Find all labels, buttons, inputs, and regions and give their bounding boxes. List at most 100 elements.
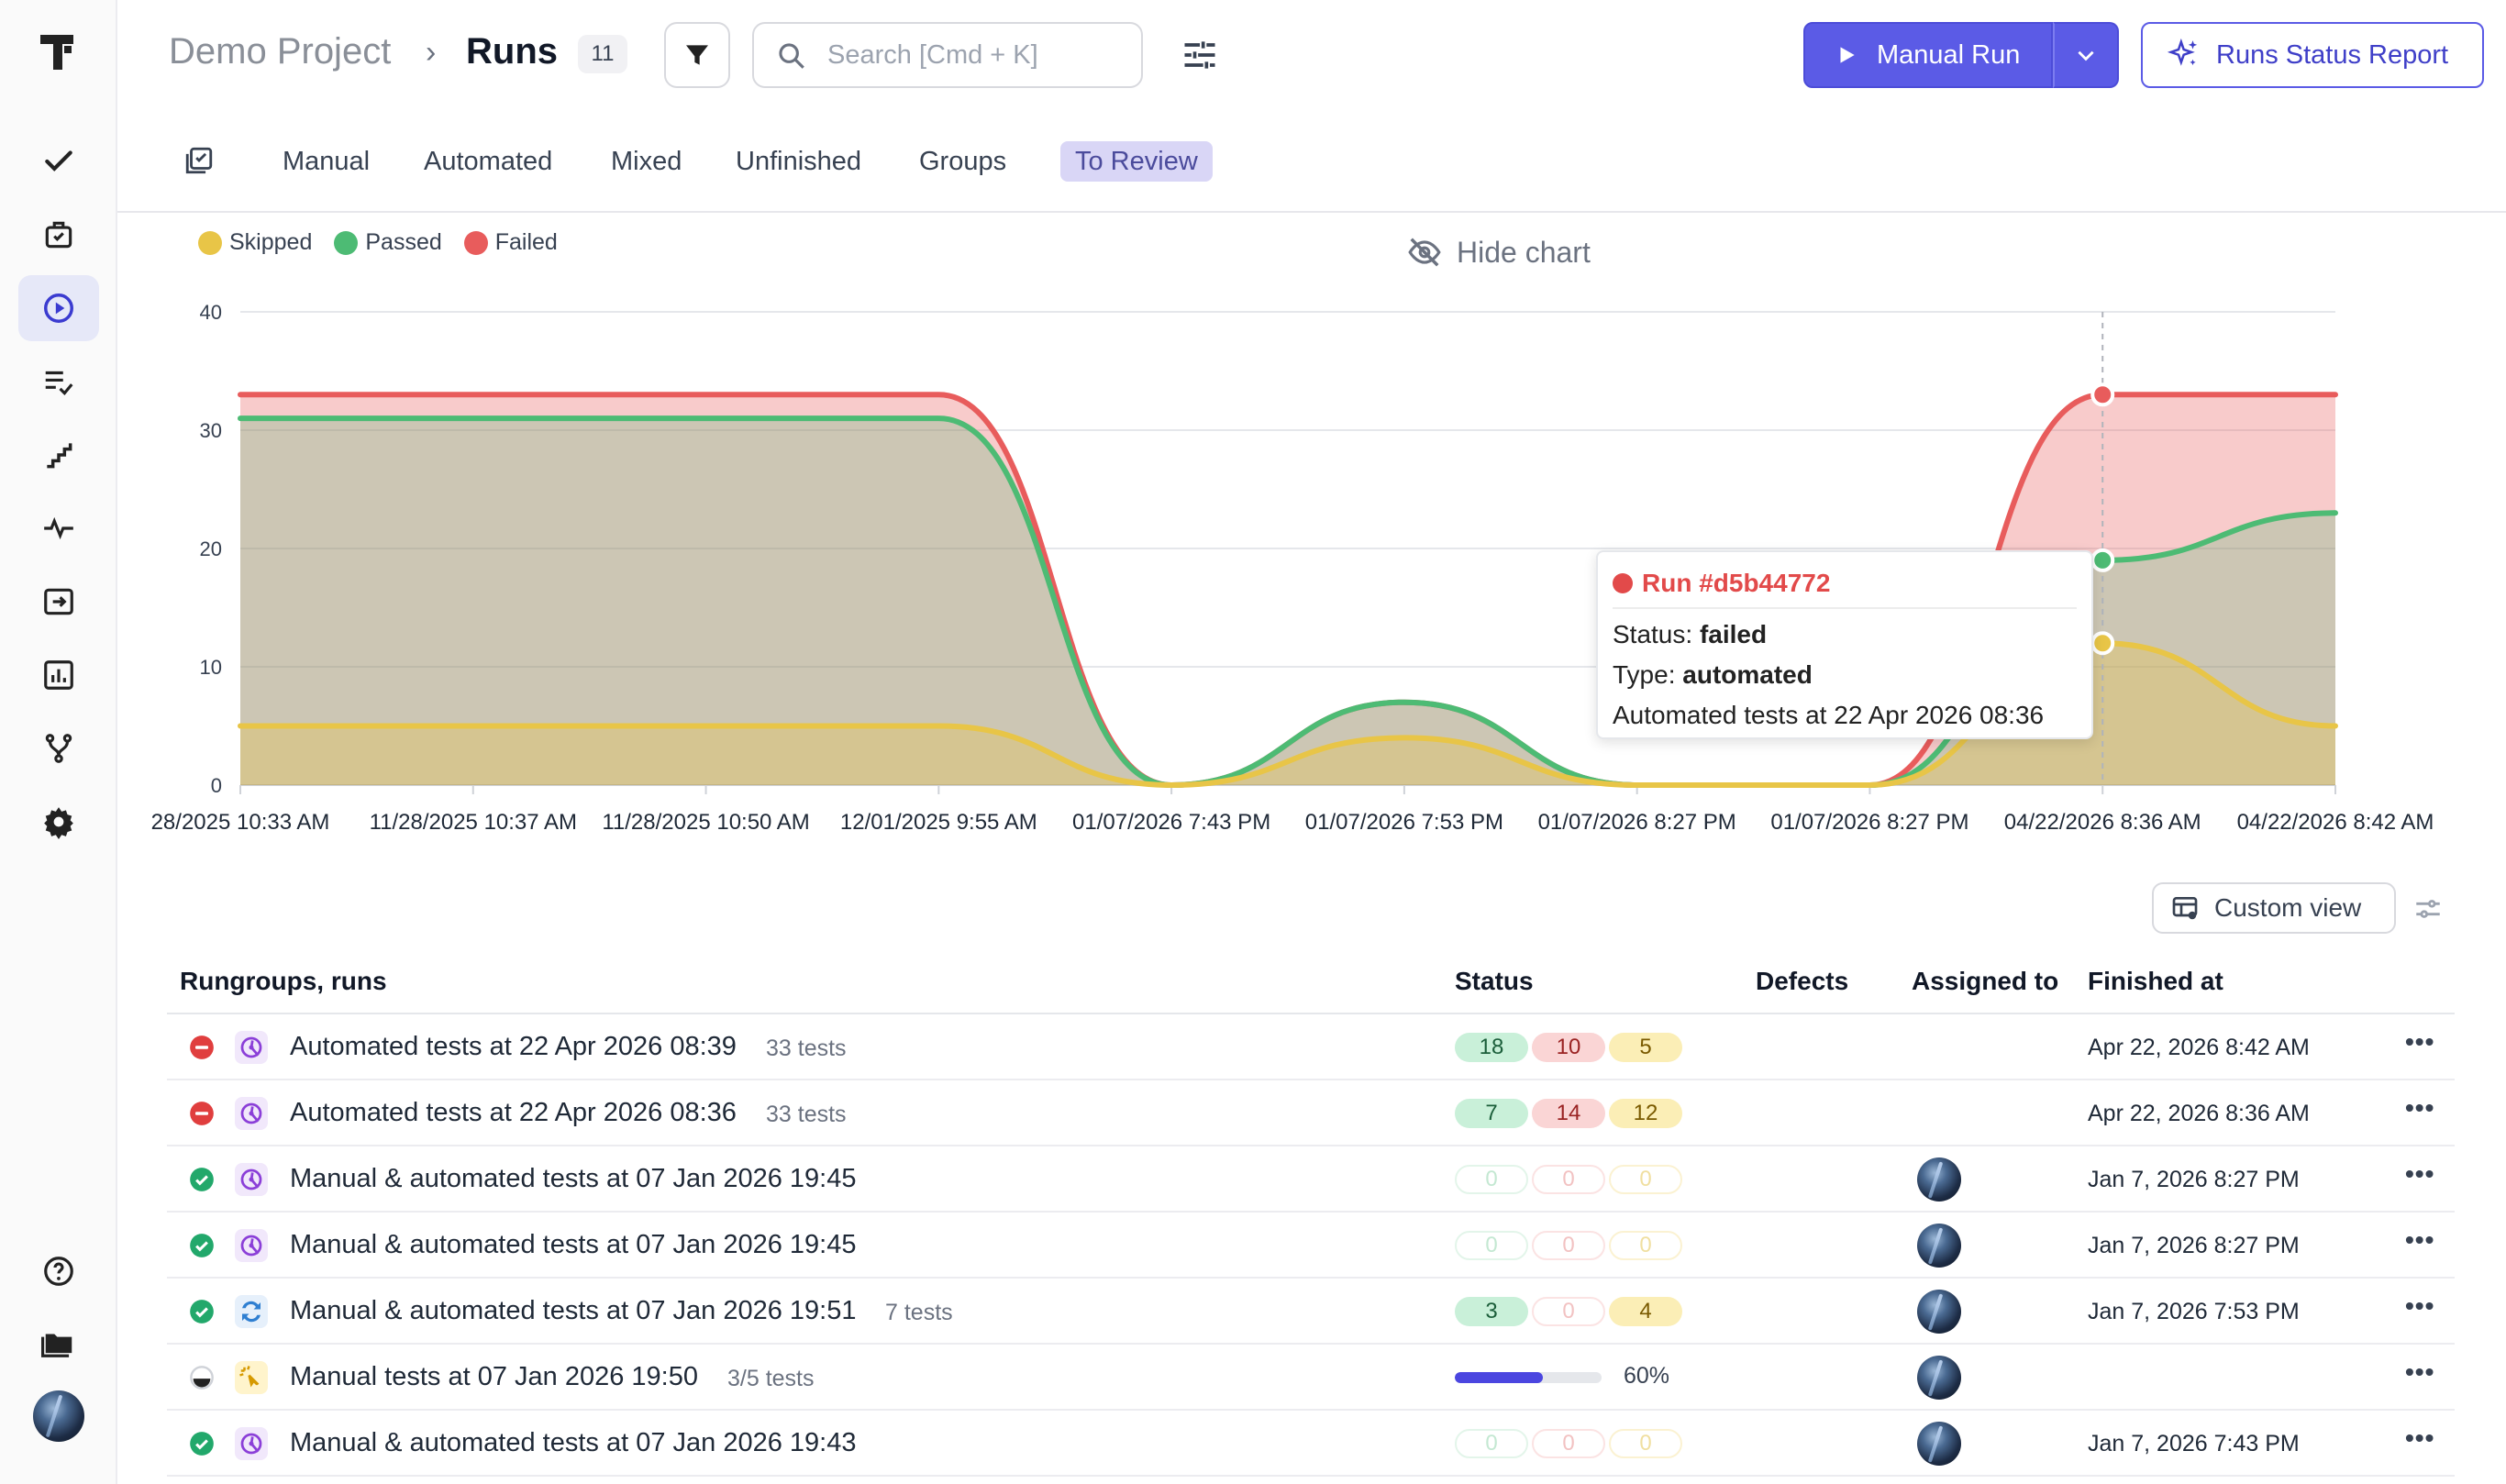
legend-failed-swatch xyxy=(463,230,488,255)
sidebar xyxy=(0,0,117,1484)
filter-button[interactable] xyxy=(664,22,730,88)
run-name[interactable]: Manual & automated tests at 07 Jan 2026 … xyxy=(290,1164,857,1193)
manual-run-button[interactable]: Manual Run xyxy=(1803,22,2053,88)
table-row[interactable]: Manual & automated tests at 07 Jan 2026 … xyxy=(167,1213,2455,1279)
run-name[interactable]: Manual & automated tests at 07 Jan 2026 … xyxy=(290,1230,857,1259)
table-row[interactable]: Manual & automated tests at 07 Jan 2026 … xyxy=(167,1146,2455,1213)
row-more-button[interactable]: ••• xyxy=(2405,1225,2435,1254)
assignee-avatar[interactable] xyxy=(1917,1224,1961,1268)
tooltip-status-label: Status: xyxy=(1613,620,1693,648)
manual-run-dropdown-button[interactable] xyxy=(2053,22,2119,88)
table-view-icon xyxy=(2172,897,2198,920)
status-passed-icon xyxy=(189,1431,215,1456)
row-more-button[interactable]: ••• xyxy=(2405,1423,2435,1452)
run-name[interactable]: Manual & automated tests at 07 Jan 2026 … xyxy=(290,1428,857,1457)
failed-count-pill: 14 xyxy=(1532,1099,1605,1128)
x-tick-label: 01/07/2026 8:27 PM xyxy=(1770,810,1968,835)
assignee-avatar[interactable] xyxy=(1917,1290,1961,1334)
run-name[interactable]: Manual tests at 07 Jan 2026 19:50 xyxy=(290,1362,698,1391)
table-body: Automated tests at 22 Apr 2026 08:39 33 t… xyxy=(167,1014,2455,1477)
header-rungroups[interactable]: Rungroups, runs xyxy=(180,967,387,995)
tab-unfinished[interactable]: Unfinished xyxy=(736,147,862,176)
hide-chart-button[interactable]: Hide chart xyxy=(1407,235,1591,270)
header-status[interactable]: Status xyxy=(1455,967,1534,995)
table-row[interactable]: Manual & automated tests at 07 Jan 2026 … xyxy=(167,1279,2455,1345)
sidebar-checklist-icon[interactable] xyxy=(18,349,99,415)
user-avatar[interactable] xyxy=(33,1390,84,1442)
run-type-automated-icon xyxy=(235,1427,268,1460)
sidebar-plans-icon[interactable] xyxy=(18,202,99,268)
finished-at: Apr 22, 2026 8:42 AM xyxy=(2088,1035,2310,1060)
legend-passed[interactable]: Passed xyxy=(334,229,442,256)
assignee-avatar[interactable] xyxy=(1917,1356,1961,1400)
projects-folder-icon[interactable] xyxy=(18,1310,99,1376)
sidebar-import-icon[interactable] xyxy=(18,569,99,635)
row-more-button[interactable]: ••• xyxy=(2405,1093,2435,1122)
sidebar-settings-icon[interactable] xyxy=(18,789,99,855)
filter-icon xyxy=(686,45,708,65)
x-tick-label: 04/22/2026 8:36 AM xyxy=(2004,810,2201,835)
assignee-avatar[interactable] xyxy=(1917,1422,1961,1466)
passed-count-pill: 3 xyxy=(1455,1297,1528,1326)
table-row[interactable]: Manual tests at 07 Jan 2026 19:50 3/5 tes… xyxy=(167,1345,2455,1411)
run-type-automated-icon xyxy=(235,1229,268,1262)
run-type-mixed-icon xyxy=(235,1295,268,1328)
tab-to-review[interactable]: To Review xyxy=(1060,141,1213,182)
runs-table: Rungroups, runs Status Defects Assigned … xyxy=(167,948,2455,1477)
play-icon xyxy=(1840,47,1855,63)
table-row[interactable]: Manual & automated tests at 07 Jan 2026 … xyxy=(167,1411,2455,1477)
failed-count-pill: 0 xyxy=(1532,1231,1605,1260)
row-more-button[interactable]: ••• xyxy=(2405,1291,2435,1320)
sidebar-tests-icon[interactable] xyxy=(18,128,99,194)
run-name[interactable]: Automated tests at 22 Apr 2026 08:36 xyxy=(290,1098,737,1127)
sidebar-analytics-icon[interactable] xyxy=(18,642,99,708)
run-progress-label: 60% xyxy=(1624,1363,1670,1389)
help-icon[interactable] xyxy=(18,1238,99,1304)
row-more-button[interactable]: ••• xyxy=(2405,1027,2435,1056)
run-name[interactable]: Manual & automated tests at 07 Jan 2026 … xyxy=(290,1296,857,1325)
y-tick-label: 30 xyxy=(200,419,222,442)
skipped-count-pill: 12 xyxy=(1609,1099,1682,1128)
tooltip-run-id[interactable]: Run #d5b44772 xyxy=(1642,569,1831,597)
legend-skipped[interactable]: Skipped xyxy=(198,229,312,256)
skipped-count-pill: 0 xyxy=(1609,1429,1682,1458)
status-passed-icon xyxy=(189,1233,215,1258)
sidebar-runs-icon[interactable] xyxy=(18,275,99,341)
legend-failed[interactable]: Failed xyxy=(463,229,558,256)
run-progress-bar xyxy=(1455,1372,1602,1383)
breadcrumb-project[interactable]: Demo Project xyxy=(169,31,392,72)
search-input[interactable] xyxy=(827,35,1121,75)
finished-at: Jan 7, 2026 8:27 PM xyxy=(2088,1233,2300,1258)
skipped-count-pill: 0 xyxy=(1609,1165,1682,1194)
finished-at: Jan 7, 2026 8:27 PM xyxy=(2088,1167,2300,1192)
row-more-button[interactable]: ••• xyxy=(2405,1357,2435,1386)
table-row[interactable]: Automated tests at 22 Apr 2026 08:36 33 t… xyxy=(167,1080,2455,1146)
breadcrumb-separator: › xyxy=(426,35,437,70)
finished-at: Apr 22, 2026 8:36 AM xyxy=(2088,1101,2310,1126)
run-name[interactable]: Automated tests at 22 Apr 2026 08:39 xyxy=(290,1032,737,1061)
header-assigned[interactable]: Assigned to xyxy=(1912,967,2059,995)
custom-view-button[interactable]: Custom view xyxy=(2152,882,2396,934)
sidebar-branches-icon[interactable] xyxy=(18,715,99,781)
display-settings-icon[interactable] xyxy=(1180,35,1220,75)
tab-mixed[interactable]: Mixed xyxy=(611,147,682,176)
failed-hover-point xyxy=(2090,382,2115,407)
tab-automated[interactable]: Automated xyxy=(424,147,553,176)
assignee-avatar[interactable] xyxy=(1917,1157,1961,1202)
runs-chart: Skipped Passed Failed Hide chart 0 10 20 30… xyxy=(117,213,2506,873)
sidebar-steps-icon[interactable] xyxy=(18,422,99,488)
legend-failed-label: Failed xyxy=(494,229,558,255)
header-defects[interactable]: Defects xyxy=(1756,967,1849,995)
row-more-button[interactable]: ••• xyxy=(2405,1159,2435,1188)
passed-count-pill: 18 xyxy=(1455,1033,1528,1062)
column-settings-icon[interactable] xyxy=(2412,893,2444,925)
testomat-logo[interactable] xyxy=(37,31,81,72)
tab-manual[interactable]: Manual xyxy=(283,147,371,176)
status-passed-icon xyxy=(189,1299,215,1324)
runs-status-report-button[interactable]: Runs Status Report xyxy=(2141,22,2484,88)
header-finished[interactable]: Finished at xyxy=(2088,967,2223,995)
sidebar-pulse-icon[interactable] xyxy=(18,495,99,561)
multi-select-icon[interactable] xyxy=(183,145,215,176)
tab-groups[interactable]: Groups xyxy=(919,147,1007,176)
table-row[interactable]: Automated tests at 22 Apr 2026 08:39 33 t… xyxy=(167,1014,2455,1080)
